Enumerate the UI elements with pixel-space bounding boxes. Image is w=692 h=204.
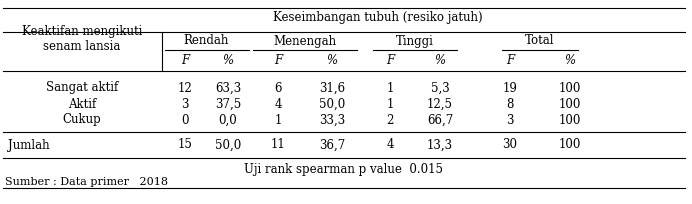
Text: 15: 15 [178, 139, 192, 152]
Text: %: % [435, 53, 446, 67]
Text: %: % [222, 53, 234, 67]
Text: Tinggi: Tinggi [396, 34, 434, 48]
Text: 63,3: 63,3 [215, 82, 241, 94]
Text: 1: 1 [386, 82, 394, 94]
Text: Sumber : Data primer   2018: Sumber : Data primer 2018 [5, 177, 168, 187]
Text: 36,7: 36,7 [319, 139, 345, 152]
Text: 4: 4 [274, 98, 282, 111]
Text: F: F [386, 53, 394, 67]
Text: 50,0: 50,0 [319, 98, 345, 111]
Text: 19: 19 [502, 82, 518, 94]
Text: Rendah: Rendah [184, 34, 229, 48]
Text: 6: 6 [274, 82, 282, 94]
Text: 5,3: 5,3 [430, 82, 449, 94]
Text: Sangat aktif: Sangat aktif [46, 82, 118, 94]
Text: %: % [565, 53, 576, 67]
Text: Menengah: Menengah [273, 34, 336, 48]
Text: F: F [181, 53, 189, 67]
Text: 4: 4 [386, 139, 394, 152]
Text: 100: 100 [559, 113, 581, 126]
Text: 100: 100 [559, 98, 581, 111]
Text: 3: 3 [181, 98, 189, 111]
Text: 3: 3 [507, 113, 513, 126]
Text: Aktif: Aktif [68, 98, 96, 111]
Text: %: % [327, 53, 338, 67]
Text: Uji rank spearman p value  0.015: Uji rank spearman p value 0.015 [244, 163, 444, 175]
Text: Keaktifan mengikuti
senam lansia: Keaktifan mengikuti senam lansia [22, 26, 142, 53]
Text: 31,6: 31,6 [319, 82, 345, 94]
Text: 33,3: 33,3 [319, 113, 345, 126]
Text: Cukup: Cukup [62, 113, 101, 126]
Text: 8: 8 [507, 98, 513, 111]
Text: Total: Total [525, 34, 555, 48]
Text: 13,3: 13,3 [427, 139, 453, 152]
Text: 100: 100 [559, 139, 581, 152]
Text: 30: 30 [502, 139, 518, 152]
Text: 1: 1 [386, 98, 394, 111]
Text: 37,5: 37,5 [215, 98, 241, 111]
Text: 66,7: 66,7 [427, 113, 453, 126]
Text: 0: 0 [181, 113, 189, 126]
Text: Jumlah: Jumlah [8, 139, 50, 152]
Text: 12,5: 12,5 [427, 98, 453, 111]
Text: Keseimbangan tubuh (resiko jatuh): Keseimbangan tubuh (resiko jatuh) [273, 10, 482, 23]
Text: F: F [506, 53, 514, 67]
Text: 11: 11 [271, 139, 285, 152]
Text: 1: 1 [274, 113, 282, 126]
Text: 50,0: 50,0 [215, 139, 241, 152]
Text: 100: 100 [559, 82, 581, 94]
Text: F: F [274, 53, 282, 67]
Text: 12: 12 [178, 82, 192, 94]
Text: 2: 2 [386, 113, 394, 126]
Text: 0,0: 0,0 [219, 113, 237, 126]
